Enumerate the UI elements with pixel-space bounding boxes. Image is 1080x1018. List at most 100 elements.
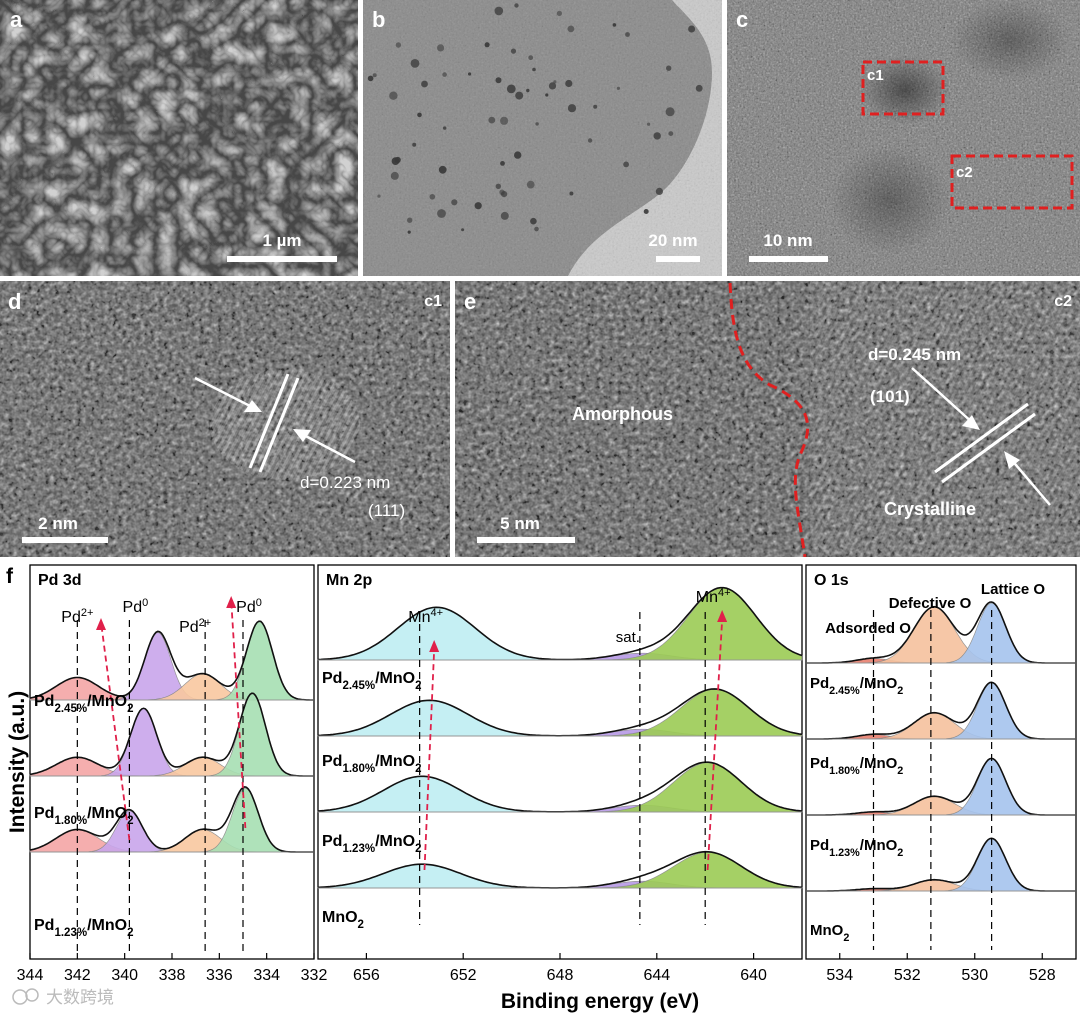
panel-e-crystalline-label: Crystalline [884,499,976,519]
panel-b-nanoparticles [367,3,703,234]
xps-o-envelope-line [806,601,1076,664]
panel-c-region-c2-box [950,154,1074,210]
panel-a-scale-bar [227,256,337,262]
xps-mn-tick-label: 644 [643,967,670,984]
panel-e-letter: e [464,289,476,314]
panel-c-scale-bar [749,256,828,262]
xps-x-axis-label: Binding energy (eV) [501,990,699,1013]
panel-a-letter: a [10,7,23,32]
xps-o-tick-label: 532 [894,967,921,984]
xps-o1s-subplot: O 1s 534 532 530 528 Adsorded O Defective O Lat… [805,564,1077,984]
panel-d-scale-bar [22,537,108,543]
xps-o-sample-label-2: Pd1.80%/MnO2 [810,755,903,777]
xps-pd-title: Pd 3d [38,572,82,589]
panel-d-scale-label: 2 nm [38,514,78,533]
panel-e-spacing: d=0.245 nm [868,345,961,364]
panel-f-letter: f [6,565,14,588]
xps-pd3d-subplot: Pd 3d 344 342 340 338 336 334 332 Pd2+ Pd0 Pd2+ Pd0… [17,564,328,984]
xps-o-component-fill [806,712,1076,740]
panel-f-xps: f Intensity (a.u.) Binding energy (eV) P… [6,564,1077,1013]
panel-b-tem-image: b 20 nm [363,0,722,276]
xps-mn-tick-label: 640 [740,967,767,984]
xps-mn-sample-label-3: Pd1.23%/MnO2 [322,833,422,855]
xps-o-tick-label: 534 [826,967,853,984]
xps-mn-tick-label: 652 [450,967,477,984]
watermark: 大数跨境 [12,988,114,1007]
xps-o-envelope-line [806,757,1076,816]
xps-mn-shift-guide-a [423,649,436,871]
xps-o-peak-label-adsorbed: Adsorded O [825,620,911,637]
xps-o-sample-label-1: Pd2.45%/MnO2 [810,675,903,697]
xps-o-title: O 1s [814,572,849,589]
panel-e-tag: c2 [1054,293,1072,310]
panel-d-letter: d [8,289,21,314]
panel-a-sem-image: a 1 µm [0,0,358,276]
xps-y-axis-label: Intensity (a.u.) [6,691,29,833]
xps-pd-peak-label-pd2-a: Pd2+ [61,607,93,626]
xps-mn-peak-label-mn-b: Mn4+ [696,587,731,606]
xps-pd-tick-label: 342 [64,967,91,984]
xps-mn-shift-arrow-b [717,610,728,622]
xps-mn-tick-label: 656 [353,967,380,984]
panel-c-hrtem-image: c1 c2 c 10 nm [727,0,1080,276]
xps-o-envelope-line [806,837,1076,892]
panel-c-region-c1-box [861,60,945,116]
panel-c-letter: c [736,7,748,32]
panel-e-plane: (101) [870,387,910,406]
xps-pd-tick-label: 344 [17,967,44,984]
xps-pd-peak-label-pd2-b: Pd2+ [179,617,211,636]
panel-e-scale-label: 5 nm [500,514,540,533]
panel-e-phase-boundary [728,282,810,557]
panel-e-hrtem-c2: e c2 Amorphous d=0.245 nm (101) Crystall… [455,281,1080,557]
xps-o-sample-label-4: MnO2 [810,922,849,944]
watermark-text: 大数跨境 [46,988,114,1007]
xps-o-sample-label-3: Pd1.23%/MnO2 [810,837,903,859]
panel-d-tag: c1 [424,293,442,310]
panel-b-letter: b [372,7,385,32]
xps-pd-tick-label: 334 [253,967,280,984]
xps-pd-shift-arrow-b [226,596,237,608]
xps-o-tick-label: 530 [961,967,988,984]
xps-o-peak-label-defective: Defective O [889,595,972,612]
xps-pd-shift-guide-b [230,599,247,829]
xps-pd-shift-guide-a [100,621,131,841]
xps-mn-tick-label: 648 [547,967,574,984]
xps-o-tick-label: 528 [1029,967,1056,984]
xps-pd-tick-label: 340 [111,967,138,984]
panel-a-scale-label: 1 µm [262,231,301,250]
xps-pd-envelope-line [29,620,314,701]
xps-mn-sample-label-2: Pd1.80%/MnO2 [322,753,422,775]
panel-d-hrtem-c1: d c1 d=0.223 nm (111) 2 nm [0,281,450,557]
panel-c-scale-label: 10 nm [763,231,812,250]
panel-c-box1-label: c1 [867,67,884,84]
xps-pd-peak-label-pd0-b: Pd0 [236,597,262,616]
panel-b-scale-bar [656,256,700,262]
panel-e-amorphous-label: Amorphous [572,404,673,424]
xps-pd-peak-label-pd0-a: Pd0 [123,597,149,616]
xps-o-frame [805,564,1077,960]
xps-mn-envelope-line [317,586,803,661]
xps-mn-peak-label-mn-a: Mn4+ [408,607,443,626]
xps-pd-sample-label-2: Pd1.80%/MnO2 [34,805,134,827]
xps-pd-sample-label-3: Pd1.23%/MnO2 [34,917,134,939]
xps-mn-shift-guide-b [706,619,724,871]
xps-pd-tick-label: 338 [159,967,186,984]
xps-pd-tick-label: 332 [301,967,328,984]
xps-o-component-fill [806,879,1076,892]
xps-o-envelope-line [806,681,1076,740]
xps-pd-sample-label-1: Pd2.45%/MnO2 [34,693,134,715]
panel-b-scale-label: 20 nm [648,231,697,250]
xps-mn-title: Mn 2p [326,572,372,589]
panel-c-box2-label: c2 [956,164,973,181]
xps-pd-tick-label: 336 [206,967,233,984]
xps-o-component-fill [806,795,1076,816]
xps-mn-sample-label-1: Pd2.45%/MnO2 [322,670,422,692]
xps-mn2p-subplot: Mn 2p 656 652 648 644 640 Mn4+ sat. Mn4+ Pd2.45%/… [317,564,803,984]
panel-d-spacing: d=0.223 nm [300,473,390,492]
xps-mn-peak-label-sat: sat. [616,629,640,646]
xps-o-peak-label-lattice: Lattice O [981,581,1046,598]
xps-mn-sample-label-4: MnO2 [322,909,364,931]
panel-e-scale-bar [477,537,575,543]
xps-mn-shift-arrow-a [429,640,440,652]
